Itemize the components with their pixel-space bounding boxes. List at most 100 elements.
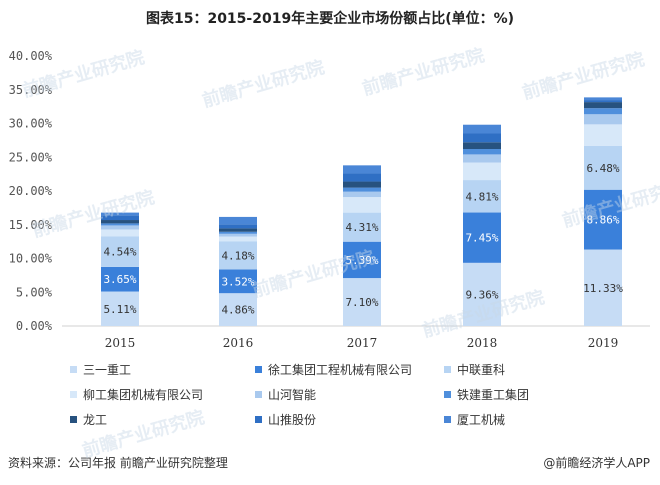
y-tick-label: 20.00% <box>9 184 53 198</box>
bar-segment <box>101 225 139 230</box>
y-tick-label: 25.00% <box>9 150 53 164</box>
bar-segment <box>101 223 139 226</box>
y-tick-label: 5.00% <box>16 285 53 299</box>
legend-label: 山推股份 <box>268 413 317 427</box>
legend-swatch <box>255 366 262 373</box>
legend-label: 三一重工 <box>83 363 132 377</box>
bar-segment <box>343 212 381 242</box>
chart-title: 图表15：2015-2019年主要企业市场份额占比(单位：%) <box>145 11 515 27</box>
bar-segment <box>343 278 381 326</box>
x-tick-label: 2019 <box>588 336 619 350</box>
data-label: 4.54% <box>103 246 136 259</box>
stacked-bar-chart: 0.00% 5.00% 10.00% 15.00% 20.00% 25.00% 30.00%… <box>9 49 650 350</box>
bar-segment <box>343 197 381 213</box>
bar-segment <box>463 142 501 150</box>
bar-segment <box>219 224 257 229</box>
bar-segment <box>219 293 257 326</box>
bar-segment <box>584 189 622 250</box>
legend-item: 厦工机械 <box>444 411 505 428</box>
bar-segment <box>584 145 622 190</box>
legend-item: 铁建重工集团 <box>444 386 529 403</box>
data-label: 4.81% <box>465 190 498 203</box>
bar-segment <box>219 269 257 294</box>
bar-segment <box>343 187 381 192</box>
bar-segment <box>343 173 381 182</box>
y-tick-label: 40.00% <box>9 49 53 63</box>
legend-swatch <box>444 391 451 398</box>
legend-item: 山推股份 <box>255 411 316 428</box>
legend-label: 铁建重工集团 <box>457 388 530 402</box>
bar-segment <box>101 291 139 326</box>
legend-swatch <box>255 416 262 423</box>
data-label: 8.86% <box>586 214 619 227</box>
bar-segment <box>101 220 139 224</box>
bar-segment <box>463 149 501 155</box>
data-label: 11.33% <box>583 282 623 295</box>
data-label: 5.39% <box>345 254 378 267</box>
bar-segment <box>463 124 501 134</box>
bar-segment <box>463 212 501 263</box>
legend-item: 徐工集团工程机械有限公司 <box>255 361 412 378</box>
legend-swatch <box>70 416 77 423</box>
legend-item: 龙工 <box>70 411 107 428</box>
bar-segment <box>584 97 622 101</box>
y-tick-label: 15.00% <box>9 218 53 232</box>
legend-label: 柳工集团机械有限公司 <box>83 388 204 402</box>
data-label: 5.11% <box>103 303 136 316</box>
legend-item: 山河智能 <box>255 386 316 403</box>
legend-label: 龙工 <box>83 413 108 427</box>
bar-segment <box>219 233 257 237</box>
bar-segment <box>219 236 257 242</box>
bar-segment <box>584 249 622 326</box>
bar-segment <box>101 229 139 237</box>
bar-segment <box>219 231 257 234</box>
bar-segment <box>463 154 501 163</box>
bar-segment <box>584 108 622 115</box>
data-label: 4.86% <box>221 304 254 317</box>
data-label: 6.48% <box>586 162 619 175</box>
legend-swatch <box>444 416 451 423</box>
legend-label: 山河智能 <box>268 388 317 402</box>
data-label: 4.31% <box>345 221 378 234</box>
bar-segment <box>463 262 501 326</box>
legend-swatch <box>70 366 77 373</box>
y-tick-label: 30.00% <box>9 117 53 131</box>
bar-segment <box>463 162 501 181</box>
data-label: 9.36% <box>465 288 498 301</box>
y-tick-label: 35.00% <box>9 83 53 97</box>
source-note: 资料来源：公司年报 前瞻产业研究院整理 <box>8 456 228 470</box>
legend-item: 柳工集团机械有限公司 <box>70 386 203 403</box>
legend-item: 中联重科 <box>444 361 505 378</box>
bar-segment <box>101 215 139 221</box>
bar-segment <box>584 114 622 125</box>
x-tick-label: 2016 <box>223 336 254 350</box>
legend-label: 中联重科 <box>457 363 506 377</box>
bar-segment <box>343 181 381 188</box>
data-label: 7.45% <box>465 232 498 245</box>
legend-swatch <box>444 366 451 373</box>
legend-label: 徐工集团工程机械有限公司 <box>268 363 413 377</box>
data-label: 3.65% <box>103 273 136 286</box>
bar-segment <box>584 124 622 146</box>
bar-segment <box>343 191 381 198</box>
data-label: 3.52% <box>221 275 254 288</box>
bar-segment <box>101 236 139 267</box>
legend-swatch <box>255 391 262 398</box>
x-tick-label: 2017 <box>347 336 378 350</box>
bar-segment <box>219 216 257 225</box>
credit-note: @前瞻经济学人APP <box>543 456 650 470</box>
x-tick-label: 2015 <box>105 336 136 350</box>
bar-segment <box>463 180 501 213</box>
x-tick-label: 2018 <box>467 336 498 350</box>
bar-segment <box>584 100 622 103</box>
bar-segment <box>584 102 622 109</box>
bar-segment <box>101 266 139 292</box>
legend-swatch <box>70 391 77 398</box>
y-tick-label: 10.00% <box>9 252 53 266</box>
bar-segment <box>463 133 501 143</box>
bar-segment <box>219 241 257 270</box>
bar-segment <box>219 228 257 232</box>
legend-item: 三一重工 <box>70 361 131 378</box>
bar-segment <box>343 165 381 174</box>
bar-segment <box>101 212 139 216</box>
